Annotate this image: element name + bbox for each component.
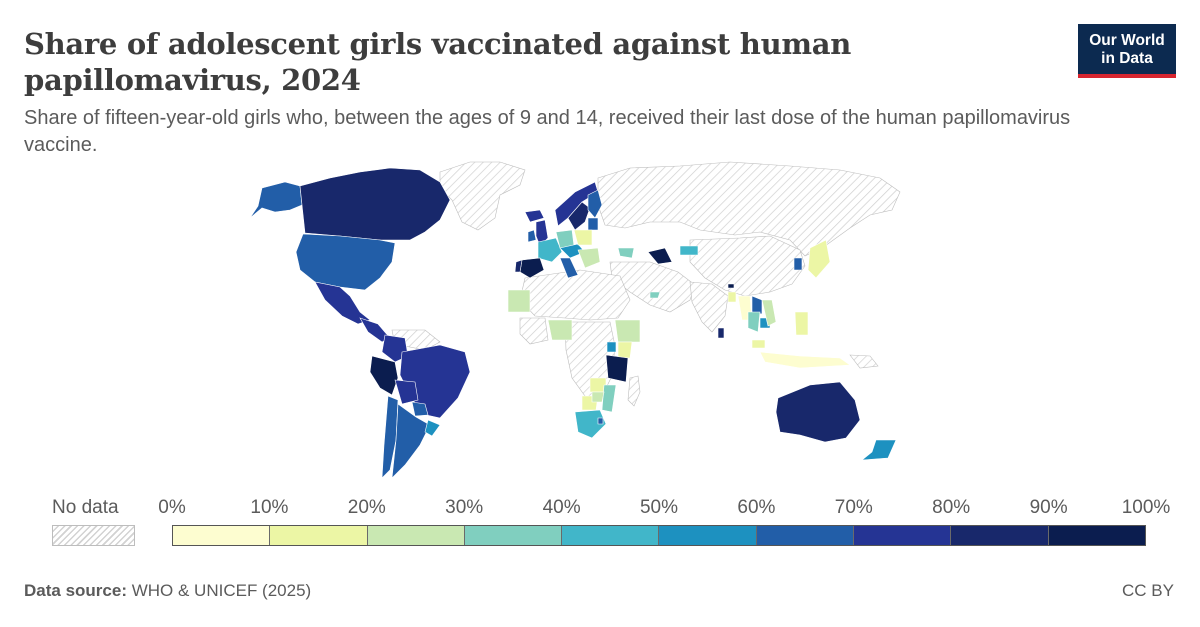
ethiopia-region: [614, 319, 641, 343]
philippines-region: [794, 311, 809, 336]
legend-color-scale: [172, 525, 1146, 546]
ireland-region: [527, 229, 537, 243]
legend-no-data-label: No data: [52, 497, 119, 518]
legend-bin-2[interactable]: [367, 526, 465, 545]
argentina-region: [391, 403, 431, 479]
legend-no-data-swatch[interactable]: [52, 525, 135, 546]
uae-region: [649, 291, 661, 299]
legend-bin-9[interactable]: [1048, 526, 1145, 545]
bangladesh-region: [727, 291, 737, 303]
legend-bin-1[interactable]: [270, 526, 368, 545]
legend-bin-7[interactable]: [854, 526, 952, 545]
india-nodata: [689, 281, 729, 333]
legend-bin-5[interactable]: [659, 526, 757, 545]
legend-bin-3[interactable]: [464, 526, 563, 545]
png-nodata: [849, 354, 879, 369]
north-africa-nodata: [519, 269, 631, 321]
legend-tick-70: 70%: [834, 497, 873, 518]
nigeria-region: [547, 319, 573, 341]
south-africa-region: [574, 409, 607, 439]
logo-line-2: in Data: [1101, 50, 1153, 67]
data-source-label: Data source:: [24, 581, 127, 600]
alaska-region: [249, 181, 303, 219]
uzbekistan-region: [647, 247, 673, 265]
chart-subtitle: Share of fifteen-year-old girls who, bet…: [24, 107, 1071, 156]
tanzania-region: [605, 354, 629, 383]
legend-tick-40: 40%: [542, 497, 581, 518]
legend-tick-60: 60%: [737, 497, 776, 518]
kazakhstan-region: [679, 245, 699, 256]
usa-region: [295, 233, 396, 291]
iceland-region: [524, 209, 545, 223]
owid-logo[interactable]: Our World in Data: [1078, 24, 1176, 78]
vietnam-region: [761, 299, 777, 327]
bhutan-region: [727, 283, 735, 289]
legend-bin-0[interactable]: [173, 526, 271, 545]
canada-region: [299, 167, 451, 241]
paraguay-region: [411, 401, 429, 417]
uruguay-region: [424, 419, 441, 437]
portugal-region: [514, 259, 523, 273]
legend-tick-100: 100%: [1121, 497, 1171, 518]
data-source-text[interactable]: WHO & UNICEF (2025): [131, 581, 312, 600]
sri-lanka-region: [717, 327, 725, 339]
legend-bin-4[interactable]: [562, 526, 660, 545]
logo-line-1: Our World: [1089, 32, 1165, 49]
bolivia-region: [394, 379, 419, 405]
legend-tick-80: 80%: [932, 497, 971, 518]
kenya-region: [617, 341, 633, 359]
laos-region: [751, 295, 763, 315]
france-region: [537, 237, 563, 263]
data-source: Data source: WHO & UNICEF (2025): [24, 581, 311, 601]
mauritania-region: [507, 289, 531, 313]
legend-bin-6[interactable]: [756, 526, 855, 545]
indonesia-region: [759, 351, 851, 369]
sweden-region: [567, 201, 591, 231]
chile-region: [381, 395, 399, 479]
china-mongolia-nodata: [689, 235, 806, 297]
legend-tick-20: 20%: [347, 497, 386, 518]
new-zealand-region: [861, 439, 897, 461]
uganda-region: [606, 341, 617, 353]
legend-tick-50: 50%: [639, 497, 679, 518]
thailand-region: [747, 311, 761, 333]
west-africa-nodata: [519, 317, 549, 345]
italy-region: [559, 257, 579, 279]
malaysia-region: [751, 339, 766, 349]
finland-region: [587, 189, 603, 219]
baltics-region: [587, 217, 599, 231]
data-regions: [249, 167, 897, 479]
taiwan-region: [793, 257, 803, 271]
madagascar-nodata: [627, 375, 641, 407]
license-label[interactable]: CC BY: [1122, 581, 1174, 600]
legend-tick-0: 0%: [158, 497, 186, 518]
legend-tick-10: 10%: [250, 497, 289, 518]
eswatini-region: [597, 417, 604, 425]
legend-tick-90: 90%: [1029, 497, 1068, 518]
legend-bin-8[interactable]: [951, 526, 1049, 545]
peru-region: [369, 355, 399, 396]
greenland-nodata: [439, 161, 526, 231]
chart-title: Share of adolescent girls vaccinated aga…: [24, 27, 852, 97]
zimbabwe-region: [591, 391, 605, 403]
australia-region: [775, 381, 861, 443]
spain-region: [519, 257, 545, 279]
legend-tick-30: 30%: [445, 497, 484, 518]
japan-region: [807, 239, 831, 279]
mozambique-region: [601, 384, 617, 413]
balkans-region: [577, 247, 601, 269]
mexico-region: [314, 281, 371, 325]
no-data-regions: [391, 161, 901, 407]
poland-region: [573, 229, 593, 246]
turkey-region: [617, 247, 635, 259]
